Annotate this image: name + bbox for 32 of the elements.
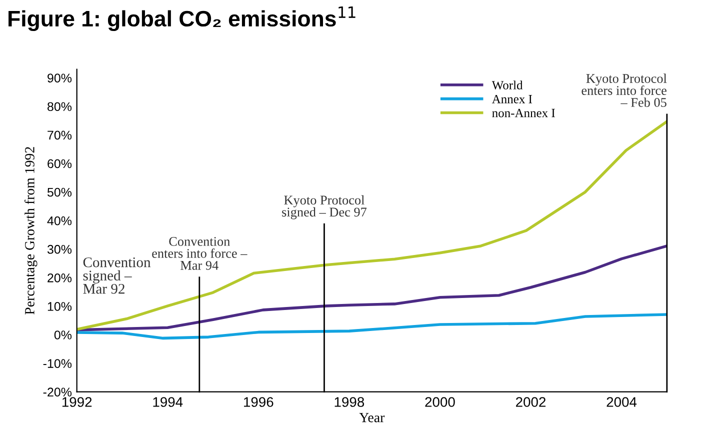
y-axis-title: Percentage Growth from 1992 — [24, 147, 38, 314]
y-tick-label: 90% — [48, 74, 72, 82]
x-axis-title: Year — [359, 412, 385, 422]
x-tick-label: 2000 — [425, 397, 455, 407]
legend-label: World — [492, 80, 523, 90]
ref-line-label: Convention enters into force – Mar 94 — [152, 237, 248, 270]
y-tick-label: 50% — [47, 188, 72, 197]
y-tick-label: 30% — [47, 244, 72, 254]
y-tick-label: -20% — [43, 388, 72, 397]
legend-label: Annex I — [492, 94, 532, 104]
chart-title: Figure 1: global CO₂ emissions$^{11}$ — [8, 6, 356, 32]
y-tick-label: 80% — [48, 102, 72, 112]
line-series — [76, 313, 667, 340]
ref-line-label: Kyoto Protocol signed – Dec 97 — [282, 195, 367, 220]
y-tick-label: -10% — [43, 359, 72, 368]
x-tick-label: 1998 — [334, 397, 364, 407]
x-tick-label: 1994 — [153, 397, 183, 407]
ref-line-label: Kyoto Protocol enters into force – Feb 05 — [582, 74, 667, 107]
x-tick-label: 1996 — [244, 397, 274, 407]
legend-label: non-Annex I — [492, 108, 555, 118]
annotation: Convention signed – Mar 92 — [83, 257, 151, 294]
y-tick-label: 60% — [48, 159, 72, 168]
line-series — [76, 120, 667, 331]
x-tick-label: 2004 — [606, 397, 637, 407]
line-series — [76, 244, 667, 332]
x-tick-label: 1992 — [62, 397, 92, 407]
x-tick-label: 2002 — [516, 397, 546, 407]
y-tick-label: 0% — [54, 330, 72, 340]
y-tick-label: 40% — [47, 216, 72, 226]
y-tick-label: 70% — [48, 130, 72, 140]
y-tick-label: 20% — [48, 273, 72, 282]
y-tick-label: 10% — [48, 302, 72, 311]
